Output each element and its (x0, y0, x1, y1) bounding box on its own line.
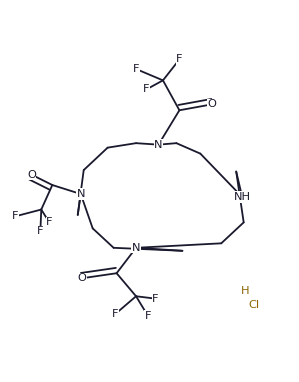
Text: F: F (37, 227, 44, 236)
Text: H: H (241, 286, 249, 296)
Text: F: F (176, 55, 183, 65)
Text: N: N (154, 140, 163, 150)
Text: O: O (208, 99, 217, 109)
Text: F: F (112, 309, 118, 319)
Text: F: F (133, 64, 139, 74)
Text: F: F (152, 294, 159, 304)
Text: F: F (145, 311, 151, 321)
Text: O: O (77, 273, 86, 283)
Text: F: F (143, 84, 150, 94)
Text: F: F (46, 217, 53, 227)
Text: O: O (27, 170, 36, 180)
Text: F: F (12, 211, 18, 222)
Text: N: N (77, 189, 85, 199)
Text: NH: NH (234, 192, 251, 202)
Text: N: N (132, 243, 140, 253)
Text: Cl: Cl (248, 299, 259, 310)
